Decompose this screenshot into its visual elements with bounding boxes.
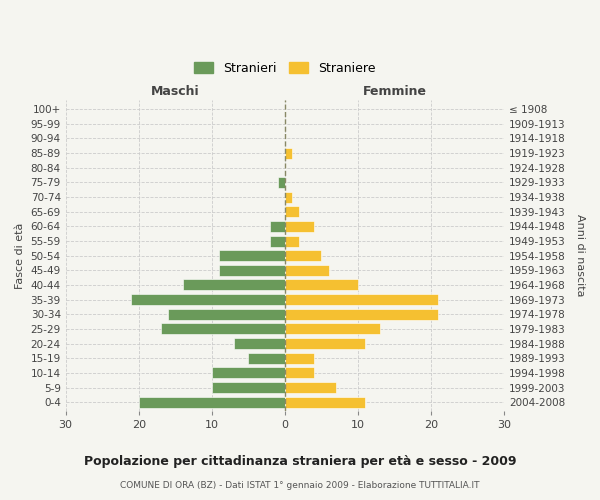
Bar	[270, 221, 285, 232]
Bar	[285, 265, 329, 276]
Bar	[285, 280, 358, 290]
Text: COMUNE DI ORA (BZ) - Dati ISTAT 1° gennaio 2009 - Elaborazione TUTTITALIA.IT: COMUNE DI ORA (BZ) - Dati ISTAT 1° genna…	[120, 481, 480, 490]
Bar	[212, 368, 285, 378]
Bar	[161, 324, 285, 334]
Bar	[285, 352, 314, 364]
Text: Popolazione per cittadinanza straniera per età e sesso - 2009: Popolazione per cittadinanza straniera p…	[84, 454, 516, 468]
Text: Femmine: Femmine	[362, 85, 427, 98]
Bar	[278, 177, 285, 188]
Bar	[168, 309, 285, 320]
Bar	[285, 250, 322, 261]
Bar	[212, 382, 285, 393]
Y-axis label: Fasce di età: Fasce di età	[15, 222, 25, 289]
Bar	[219, 265, 285, 276]
Bar	[248, 352, 285, 364]
Bar	[285, 192, 292, 202]
Bar	[139, 396, 285, 407]
Bar	[285, 294, 438, 305]
Bar	[285, 338, 365, 349]
Text: Maschi: Maschi	[151, 85, 200, 98]
Bar	[285, 396, 365, 407]
Bar	[285, 324, 380, 334]
Bar	[233, 338, 285, 349]
Bar	[285, 206, 299, 217]
Bar	[131, 294, 285, 305]
Bar	[270, 236, 285, 246]
Bar	[285, 309, 438, 320]
Bar	[285, 368, 314, 378]
Bar	[182, 280, 285, 290]
Bar	[285, 236, 299, 246]
Bar	[285, 148, 292, 158]
Y-axis label: Anni di nascita: Anni di nascita	[575, 214, 585, 297]
Bar	[285, 382, 336, 393]
Bar	[219, 250, 285, 261]
Legend: Stranieri, Straniere: Stranieri, Straniere	[190, 57, 380, 80]
Bar	[285, 221, 314, 232]
